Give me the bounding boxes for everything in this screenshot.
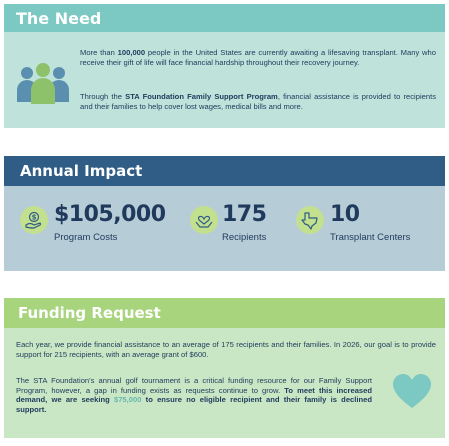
impact-title: Annual Impact <box>20 162 143 180</box>
texas-map-icon <box>296 206 324 234</box>
funding-section: Funding Request Each year, we provide fi… <box>4 298 445 438</box>
funding-paragraph-1: Each year, we provide financial assistan… <box>16 340 436 359</box>
stat-label: Program Costs <box>54 232 118 243</box>
heart-icon <box>393 374 431 408</box>
impact-section: Annual Impact $ $105,000 Program Costs 1… <box>4 156 445 271</box>
funding-paragraph-2: The STA Foundation's annual golf tournam… <box>16 376 372 414</box>
stat-label: Recipients <box>222 232 267 243</box>
funding-title: Funding Request <box>18 304 161 322</box>
stat-label: Transplant Centers <box>330 232 411 243</box>
stat-value: 10 <box>330 202 360 227</box>
impact-header: Annual Impact <box>4 156 445 186</box>
svg-text:$: $ <box>32 214 37 222</box>
need-paragraph-1: More than 100,000 people in the United S… <box>80 48 436 67</box>
need-body: More than 100,000 people in the United S… <box>4 32 445 128</box>
stat-value: $105,000 <box>54 202 166 227</box>
need-section: The Need More than 100,000 people in the… <box>4 4 445 128</box>
people-group-icon <box>17 63 69 104</box>
heart-hands-icon <box>190 206 218 234</box>
stat-value: 175 <box>222 202 267 227</box>
need-paragraph-2: Through the STA Foundation Family Suppor… <box>80 92 436 111</box>
need-title: The Need <box>16 8 102 28</box>
money-hand-icon: $ <box>20 206 48 234</box>
need-header: The Need <box>4 4 445 32</box>
funding-header: Funding Request <box>4 298 445 328</box>
